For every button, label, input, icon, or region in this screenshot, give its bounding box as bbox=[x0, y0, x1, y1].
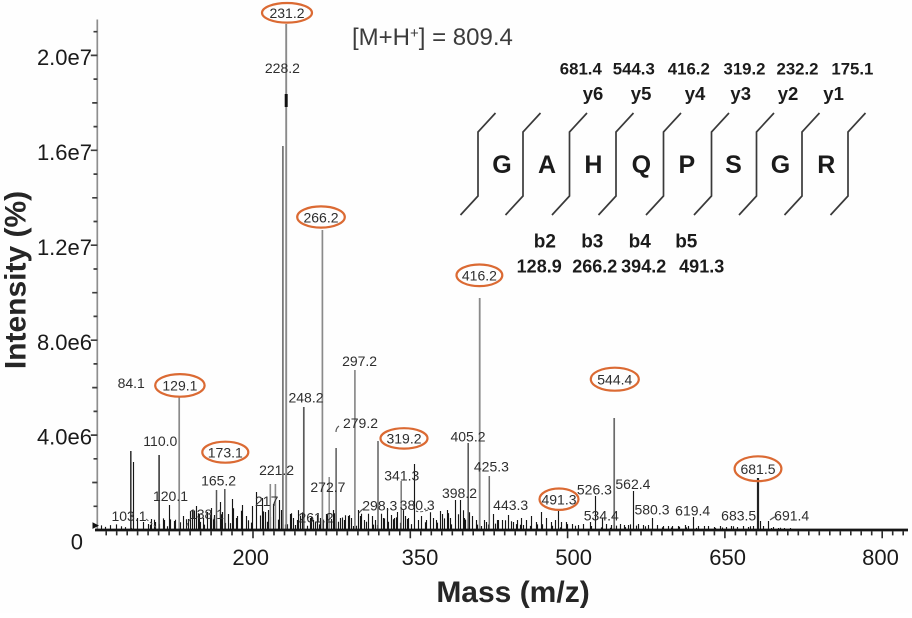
svg-text:534.4: 534.4 bbox=[584, 508, 619, 524]
svg-text:319.2: 319.2 bbox=[724, 60, 766, 79]
svg-text:Mass (m/z): Mass (m/z) bbox=[436, 576, 589, 609]
svg-text:416.2: 416.2 bbox=[668, 60, 710, 79]
svg-text:279.2: 279.2 bbox=[343, 415, 378, 431]
svg-text:G: G bbox=[771, 151, 790, 179]
svg-text:103.1: 103.1 bbox=[111, 508, 146, 524]
svg-text:0: 0 bbox=[71, 530, 83, 555]
svg-text:4.0e6: 4.0e6 bbox=[37, 425, 92, 450]
svg-text:683.5: 683.5 bbox=[721, 508, 756, 524]
svg-text:650: 650 bbox=[709, 545, 746, 570]
svg-text:619.4: 619.4 bbox=[675, 503, 710, 519]
svg-text:416.2: 416.2 bbox=[462, 268, 497, 284]
svg-text:443.3: 443.3 bbox=[493, 497, 528, 513]
svg-text:138.1: 138.1 bbox=[189, 506, 224, 522]
svg-text:341.3: 341.3 bbox=[384, 467, 419, 483]
svg-text:526.3: 526.3 bbox=[577, 481, 612, 497]
svg-text:221.2: 221.2 bbox=[259, 462, 294, 478]
svg-text:y4: y4 bbox=[685, 83, 706, 104]
svg-text:P: P bbox=[679, 151, 696, 179]
svg-text:A: A bbox=[538, 151, 556, 179]
svg-text:b5: b5 bbox=[675, 232, 698, 253]
svg-text:544.4: 544.4 bbox=[597, 372, 632, 388]
svg-text:800: 800 bbox=[862, 545, 899, 570]
svg-text:562.4: 562.4 bbox=[615, 476, 650, 492]
svg-text:129.1: 129.1 bbox=[162, 378, 197, 394]
svg-text:R: R bbox=[817, 151, 835, 179]
svg-text:175.1: 175.1 bbox=[831, 60, 873, 79]
svg-text:500: 500 bbox=[555, 545, 592, 570]
svg-text:1.6e7: 1.6e7 bbox=[37, 140, 92, 165]
svg-text:Q: Q bbox=[632, 151, 651, 179]
svg-text:84.1: 84.1 bbox=[118, 375, 145, 391]
svg-text:1.2e7: 1.2e7 bbox=[37, 235, 92, 260]
svg-text:228.2: 228.2 bbox=[265, 60, 300, 76]
svg-text:425.3: 425.3 bbox=[474, 458, 509, 474]
svg-text:681.5: 681.5 bbox=[740, 461, 775, 477]
svg-text:b2: b2 bbox=[534, 232, 556, 253]
svg-text:266.2: 266.2 bbox=[572, 257, 617, 277]
svg-text:580.3: 580.3 bbox=[634, 502, 669, 518]
svg-text:544.3: 544.3 bbox=[613, 60, 655, 79]
svg-text:394.2: 394.2 bbox=[621, 257, 666, 277]
svg-text:y3: y3 bbox=[730, 83, 751, 104]
svg-text:200: 200 bbox=[232, 545, 269, 570]
svg-text:128.9: 128.9 bbox=[517, 257, 562, 277]
svg-text:165.2: 165.2 bbox=[201, 473, 236, 489]
svg-text:491.3: 491.3 bbox=[541, 492, 576, 508]
svg-text:b4: b4 bbox=[629, 232, 652, 253]
svg-text:y1: y1 bbox=[823, 83, 844, 104]
svg-text:266.2: 266.2 bbox=[303, 209, 338, 225]
svg-text:691.4: 691.4 bbox=[774, 508, 809, 524]
svg-text:681.4: 681.4 bbox=[560, 60, 603, 79]
svg-text:298.3: 298.3 bbox=[362, 498, 397, 514]
svg-text:110.0: 110.0 bbox=[143, 433, 177, 449]
svg-text:y6: y6 bbox=[583, 83, 604, 104]
svg-text:319.2: 319.2 bbox=[386, 431, 421, 447]
svg-text:261.2: 261.2 bbox=[298, 510, 333, 526]
svg-text:232.2: 232.2 bbox=[777, 60, 819, 79]
svg-text:S: S bbox=[725, 151, 742, 179]
svg-text:297.2: 297.2 bbox=[342, 353, 377, 369]
svg-text:Intensity (%): Intensity (%) bbox=[0, 191, 33, 369]
svg-text:491.3: 491.3 bbox=[679, 257, 724, 277]
svg-text:8.0e6: 8.0e6 bbox=[37, 330, 92, 355]
svg-text:120.1: 120.1 bbox=[153, 488, 188, 504]
svg-text:G: G bbox=[492, 151, 511, 179]
svg-text:y2: y2 bbox=[778, 83, 799, 104]
svg-text:b3: b3 bbox=[581, 232, 603, 253]
svg-text:173.1: 173.1 bbox=[208, 445, 243, 461]
svg-text:231.2: 231.2 bbox=[269, 5, 304, 21]
svg-text:248.2: 248.2 bbox=[288, 390, 323, 406]
svg-text:350: 350 bbox=[402, 545, 439, 570]
svg-text:272.7: 272.7 bbox=[310, 479, 345, 495]
svg-text:380.3: 380.3 bbox=[400, 497, 435, 513]
svg-text:[M+H+] = 809.4: [M+H+] = 809.4 bbox=[352, 24, 513, 51]
svg-text:H: H bbox=[584, 151, 602, 179]
svg-text:y5: y5 bbox=[631, 83, 652, 104]
svg-text:217: 217 bbox=[255, 493, 279, 509]
svg-text:405.2: 405.2 bbox=[450, 429, 485, 445]
svg-text:2.0e7: 2.0e7 bbox=[37, 45, 92, 70]
svg-text:398.2: 398.2 bbox=[442, 485, 477, 501]
